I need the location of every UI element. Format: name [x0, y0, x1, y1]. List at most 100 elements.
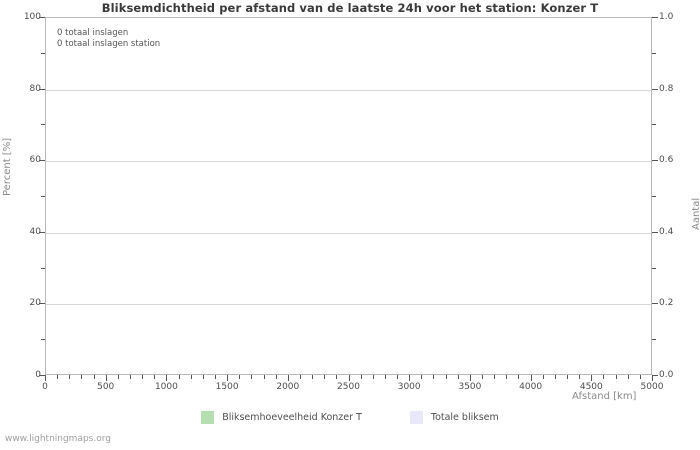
- x-tick-minor: [457, 375, 459, 379]
- x-tick-label: 4000: [519, 382, 543, 392]
- x-tick-minor: [154, 375, 156, 379]
- x-tick: [469, 375, 471, 381]
- y-tick-left: [39, 375, 45, 376]
- x-tick-minor: [567, 375, 569, 379]
- x-tick-minor: [360, 375, 362, 379]
- plot-annotations: 0 totaal inslagen 0 totaal inslagen stati…: [57, 28, 160, 50]
- x-tick-minor: [129, 375, 131, 379]
- x-tick-minor: [579, 375, 581, 379]
- y-axis-left-label: Percent [%]: [2, 137, 13, 196]
- x-tick-label: 1500: [215, 382, 239, 392]
- y-tick-right: [652, 17, 658, 18]
- x-tick-minor: [81, 375, 83, 379]
- y-axis-right-label: Aantal: [691, 197, 700, 230]
- x-tick: [591, 375, 593, 381]
- y-tick-label-left: 80: [29, 83, 41, 94]
- x-tick-minor: [312, 375, 314, 379]
- y-tick-label-right: 0.0: [659, 370, 674, 380]
- y-tick-left-minor: [41, 52, 45, 54]
- x-tick-minor: [421, 375, 423, 379]
- y-tick-left-minor: [41, 267, 45, 269]
- y-tick-left-minor: [41, 339, 45, 341]
- y-tick-label-left: 60: [29, 155, 41, 166]
- y-tick-left: [39, 17, 45, 18]
- x-tick-minor: [494, 375, 496, 379]
- y-tick-right: [652, 231, 658, 233]
- x-tick: [45, 375, 46, 381]
- x-tick-label: 1000: [154, 382, 178, 392]
- legend-label-0: Bliksemhoeveelheid Konzer T: [222, 412, 362, 423]
- y-tick-right-minor: [652, 196, 656, 197]
- x-tick-minor: [239, 375, 241, 379]
- legend-swatch-1: [409, 411, 423, 424]
- x-tick: [227, 375, 229, 381]
- x-tick-minor: [299, 375, 301, 379]
- footer-watermark: www.lightningmaps.org: [5, 434, 111, 444]
- x-tick-minor: [627, 375, 629, 379]
- x-tick-label: 500: [97, 382, 115, 392]
- x-tick-label: 2000: [276, 382, 300, 392]
- x-tick: [652, 375, 653, 381]
- x-tick-minor: [251, 375, 253, 379]
- x-tick-minor: [142, 375, 144, 379]
- x-tick-label: 3500: [458, 382, 482, 392]
- x-tick-minor: [397, 375, 399, 379]
- x-tick-minor: [214, 375, 216, 379]
- plot-area: 0 totaal inslagen 0 totaal inslagen stati…: [45, 17, 652, 375]
- y-tick-left: [39, 231, 45, 233]
- legend-swatch-0: [201, 411, 215, 424]
- y-tick-right-minor: [652, 267, 656, 269]
- x-tick-minor: [57, 375, 59, 379]
- plot-annotation-0: 0 totaal inslagen: [57, 28, 129, 38]
- x-tick-label: 4500: [579, 382, 603, 392]
- y-tick-label-left: 100: [23, 12, 41, 22]
- y-tick-left-minor: [41, 124, 45, 126]
- x-tick-minor: [384, 375, 386, 379]
- x-tick-minor: [542, 375, 544, 379]
- y-tick-right-minor: [652, 52, 656, 54]
- x-tick-minor: [433, 375, 435, 379]
- x-tick-minor: [202, 375, 204, 379]
- gridline: [46, 232, 651, 234]
- y-tick-label-right: 0.2: [659, 298, 674, 309]
- chart-title: Bliksemdichtheid per afstand van de laat…: [101, 1, 599, 15]
- y-tick-label-right: 0.6: [659, 155, 674, 166]
- y-tick-label-right: 0.8: [659, 83, 674, 94]
- y-tick-label-left: 40: [29, 226, 41, 237]
- y-tick-left: [39, 160, 45, 162]
- x-tick-minor: [336, 375, 338, 379]
- y-tick-label-right: 1.0: [659, 12, 674, 22]
- y-tick-right-minor: [652, 124, 656, 126]
- y-tick-label-left: 0: [35, 370, 41, 380]
- gridline: [46, 304, 651, 306]
- x-tick: [409, 375, 411, 381]
- x-tick-minor: [69, 375, 71, 379]
- legend-label-1: Totale bliksem: [430, 412, 499, 423]
- x-tick: [105, 375, 107, 381]
- x-tick-minor: [263, 375, 265, 379]
- legend-entry-0: Bliksemhoeveelheid Konzer T: [201, 411, 362, 424]
- x-tick-minor: [324, 375, 326, 379]
- y-tick-right: [652, 375, 658, 376]
- x-axis-label: Afstand [km]: [572, 391, 637, 402]
- gridline: [46, 89, 651, 91]
- x-tick-minor: [518, 375, 520, 379]
- x-tick-minor: [93, 375, 95, 379]
- y-tick-right: [652, 303, 658, 305]
- x-tick-minor: [117, 375, 119, 379]
- y-tick-label-right: 0.4: [659, 226, 674, 237]
- x-tick: [287, 375, 289, 381]
- x-tick-label: 0: [42, 382, 48, 392]
- legend-entry-1: Totale bliksem: [409, 411, 499, 424]
- x-tick: [530, 375, 532, 381]
- x-tick-minor: [482, 375, 484, 379]
- y-tick-left: [39, 303, 45, 305]
- y-tick-right-minor: [652, 339, 656, 341]
- x-tick-minor: [275, 375, 277, 379]
- y-tick-right: [652, 160, 658, 162]
- x-tick-minor: [603, 375, 605, 379]
- chart-legend: Bliksemhoeveelheid Konzer T Totale blikse…: [0, 411, 700, 424]
- y-tick-left: [39, 88, 45, 90]
- y-tick-left-minor: [41, 196, 45, 197]
- plot-annotation-1: 0 totaal inslagen station: [57, 39, 161, 49]
